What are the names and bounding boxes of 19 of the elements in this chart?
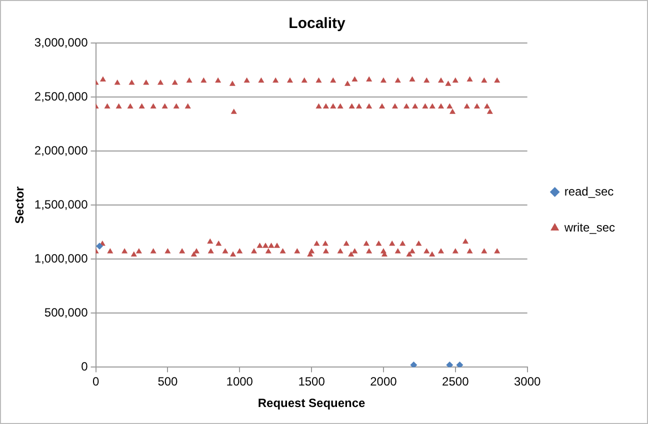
x-axis-title: Request Sequence	[258, 396, 366, 410]
x-tick-label: 2000	[370, 374, 398, 389]
x-tick-label: 0	[92, 374, 100, 389]
y-tick-label: 0	[81, 360, 88, 374]
x-tick-label: 3000	[514, 374, 541, 389]
y-axis-title: Sector	[12, 186, 27, 224]
y-tick-label: 2,500,000	[34, 89, 88, 104]
y-tick-label: 500,000	[44, 305, 88, 320]
x-tick-label: 1000	[226, 374, 254, 389]
y-tick-label: 1,000,000	[34, 251, 88, 266]
y-tick-label: 3,000,000	[34, 35, 88, 50]
chart-title: Locality	[288, 15, 346, 32]
x-tick-label: 1500	[298, 374, 326, 389]
x-tick-label: 2500	[442, 374, 470, 389]
legend-label: write_sec	[563, 220, 616, 234]
y-tick-label: 2,000,000	[34, 143, 88, 158]
legend-label: read_sec	[564, 184, 614, 198]
x-tick-label: 500	[158, 374, 178, 389]
y-tick-label: 1,500,000	[34, 197, 88, 212]
